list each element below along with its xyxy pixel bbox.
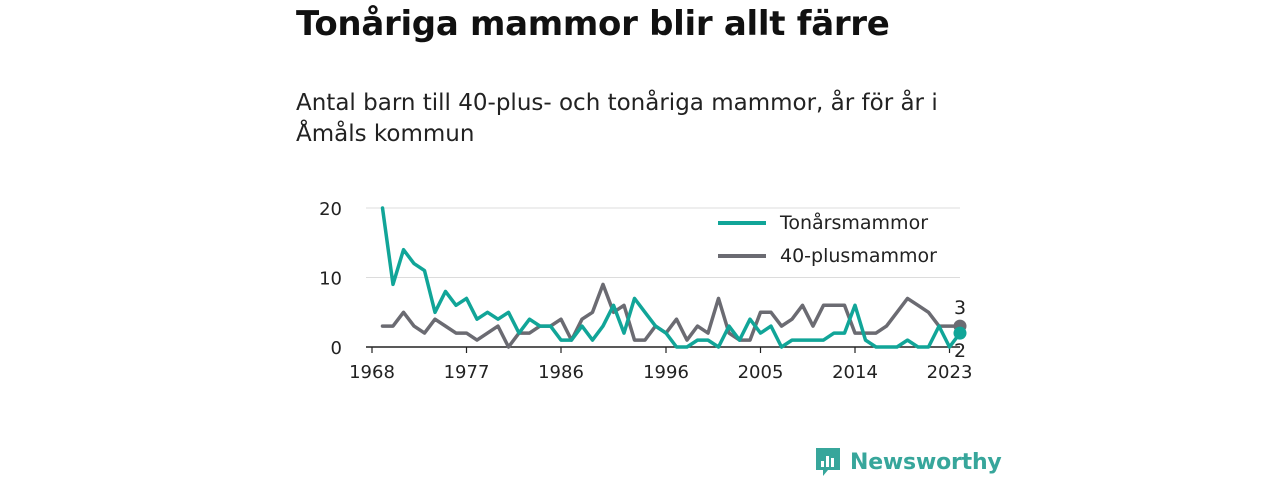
series-line-teens (380, 206, 962, 349)
newsworthy-logo-icon (816, 448, 840, 476)
legend-item-40plus: 40-plusmammor (718, 239, 937, 272)
chart-subtitle: Antal barn till 40-plus- och tonåriga ma… (296, 90, 938, 147)
newsworthy-logo[interactable]: Newsworthy (814, 446, 1002, 478)
chart-legend: Tonårsmammor 40-plusmammor (718, 206, 937, 272)
y-tick-label-0: 0 (331, 338, 342, 359)
x-tick-label-1968: 1968 (349, 362, 395, 383)
legend-swatch-teens (718, 220, 766, 225)
end-point-teens (953, 326, 967, 340)
y-tick-label-20: 20 (319, 199, 342, 220)
x-tick-label-1977: 1977 (444, 362, 490, 383)
end-label-40plus: 3 (954, 297, 966, 319)
x-tick-label-2005: 2005 (738, 362, 784, 383)
chart-title: Tonåriga mammor blir allt färre (296, 4, 890, 44)
newsworthy-logo-text: Newsworthy (850, 449, 1002, 475)
x-tick-label-2023: 2023 (927, 362, 973, 383)
y-tick-label-10: 10 (319, 269, 342, 290)
x-tick-label-2014: 2014 (832, 362, 878, 383)
legend-swatch-40plus (718, 253, 766, 258)
x-tick-label-1986: 1986 (538, 362, 584, 383)
x-tick-label-1996: 1996 (643, 362, 689, 383)
end-label-teens: 2 (954, 340, 966, 362)
legend-label-teens: Tonårsmammor (780, 211, 929, 234)
legend-item-teens: Tonårsmammor (718, 206, 937, 239)
legend-label-40plus: 40-plusmammor (780, 244, 937, 267)
